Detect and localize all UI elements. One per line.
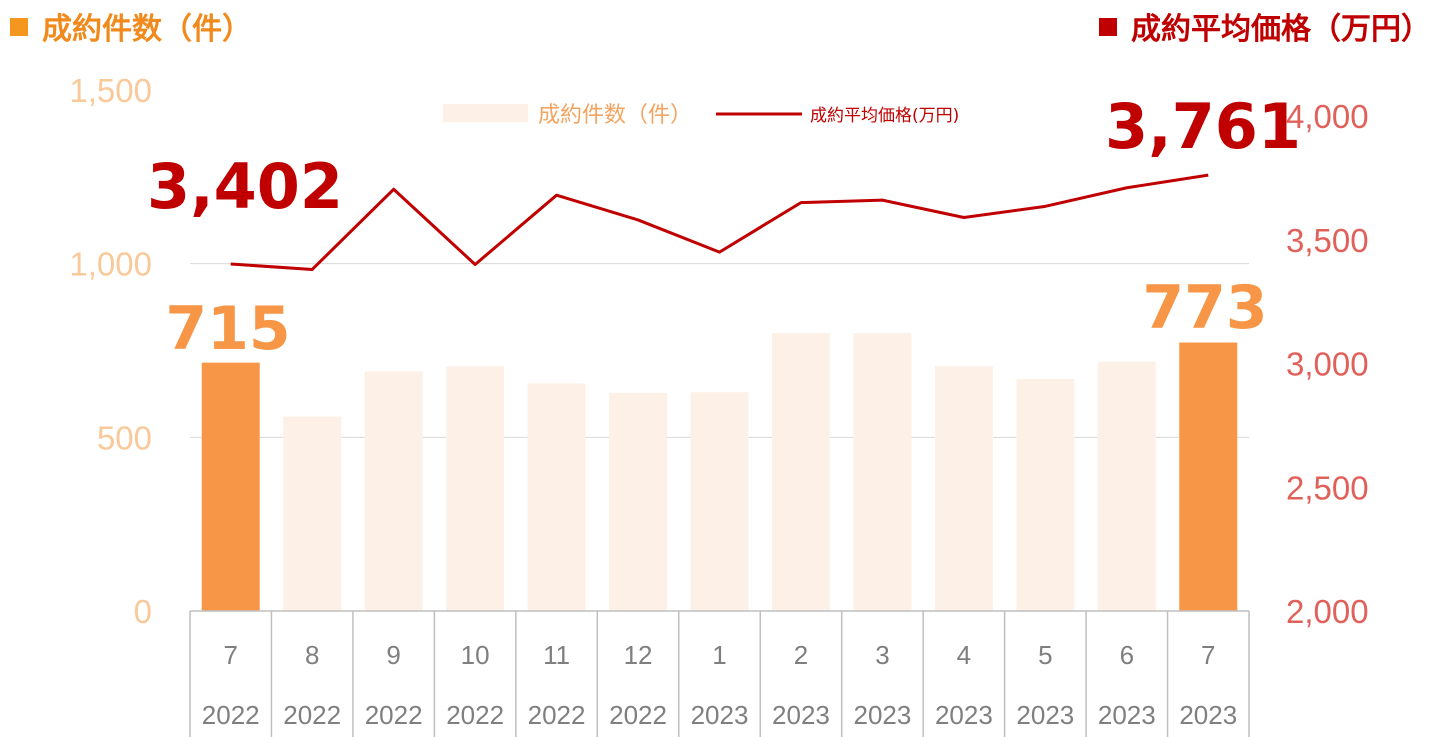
x-tick-year: 2023 [1016, 700, 1074, 730]
x-tick-month: 7 [1201, 640, 1215, 670]
x-tick-year: 2023 [691, 700, 749, 730]
square-marker-icon [10, 18, 28, 36]
x-tick-month: 3 [875, 640, 889, 670]
x-tick-month: 8 [305, 640, 319, 670]
right-axis-tick: 3,000 [1286, 346, 1369, 383]
right-axis-tick: 2,500 [1286, 469, 1369, 506]
price-line [230, 173, 1209, 271]
x-tick-year: 2023 [1098, 700, 1156, 730]
x-tick-year: 2023 [772, 700, 830, 730]
right-axis-title-text: 成約平均価格（万円） [1131, 12, 1431, 47]
x-tick-year: 2022 [528, 700, 586, 730]
x-tick-month: 5 [1038, 640, 1052, 670]
x-tick-year: 2022 [365, 700, 423, 730]
x-tick-year: 2022 [609, 700, 667, 730]
left-axis-tick: 500 [97, 419, 152, 456]
x-tick-month: 11 [543, 640, 570, 670]
x-tick-year: 2022 [202, 700, 260, 730]
bar [1179, 342, 1238, 611]
price-label-last: 3,761 [1105, 90, 1301, 163]
bar [771, 333, 830, 611]
bar [690, 392, 749, 611]
bar [1016, 378, 1075, 611]
x-tick-month: 1 [712, 640, 726, 670]
bar [1097, 361, 1156, 611]
x-tick-month: 2 [794, 640, 808, 670]
right-axis-title: 成約平均価格（万円） [1099, 4, 1431, 48]
x-tick-year: 2023 [854, 700, 912, 730]
bar [609, 392, 668, 611]
x-tick-year: 2022 [283, 700, 341, 730]
x-tick-month: 4 [957, 640, 971, 670]
square-marker-icon [1099, 18, 1117, 36]
bar [527, 383, 586, 611]
x-tick-year: 2023 [1179, 700, 1237, 730]
x-tick-month: 12 [624, 640, 653, 670]
x-tick-year: 2022 [446, 700, 504, 730]
bar [853, 333, 912, 611]
x-tick-month: 6 [1120, 640, 1134, 670]
count-label-last: 773 [1142, 273, 1267, 343]
right-axis-tick: 3,500 [1286, 222, 1369, 259]
legend-bar-label: 成約件数（件） [538, 103, 692, 128]
left-axis-tick: 1,000 [69, 246, 152, 283]
count-label-first: 715 [165, 294, 290, 364]
x-tick-month: 10 [461, 640, 490, 670]
price-label-first: 3,402 [147, 150, 343, 223]
left-axis-tick: 1,500 [69, 72, 152, 109]
legend-line-label: 成約平均価格(万円) [810, 106, 959, 126]
right-axis-tick: 4,000 [1286, 98, 1369, 135]
left-axis-tick: 0 [134, 593, 152, 630]
x-tick-month: 9 [386, 640, 400, 670]
bar [364, 371, 423, 611]
x-tick-month: 7 [223, 640, 237, 670]
x-tick-year: 2023 [935, 700, 993, 730]
bar [446, 366, 505, 611]
bar [201, 362, 260, 611]
left-axis-title: 成約件数（件） [10, 4, 252, 48]
left-axis-title-text: 成約件数（件） [42, 12, 252, 47]
bar [283, 416, 342, 611]
bar [934, 366, 993, 611]
right-axis-tick: 2,000 [1286, 593, 1369, 630]
legend-bar-swatch [443, 104, 528, 122]
